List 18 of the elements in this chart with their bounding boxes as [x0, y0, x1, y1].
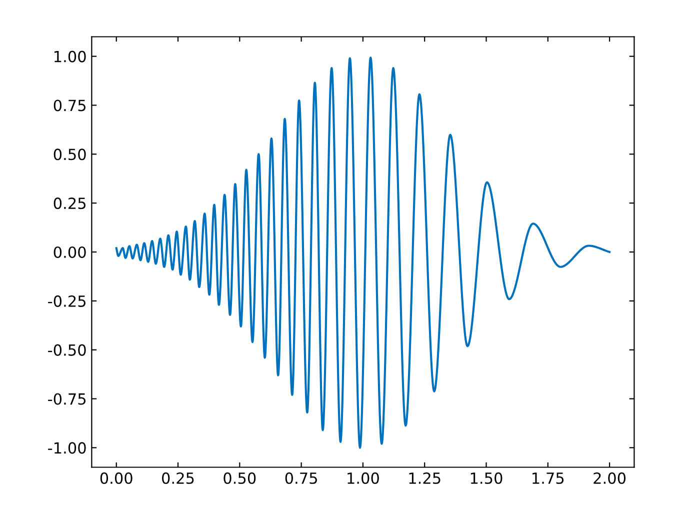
- x-tick-label: 0.75: [285, 472, 317, 484]
- y-tick-label: 1.00: [54, 50, 86, 62]
- y-tick-label: -0.75: [48, 393, 86, 405]
- x-tick-label: 2.00: [594, 472, 626, 484]
- y-tick-label: 0.75: [54, 100, 86, 112]
- y-tick-label: 0.00: [54, 246, 86, 258]
- x-tick-label: 1.00: [348, 472, 379, 484]
- y-tick-label: -1.00: [48, 442, 86, 454]
- x-tick-label: 1.25: [409, 472, 440, 484]
- x-tick-label: 0.00: [100, 472, 132, 484]
- x-tick-label: 1.75: [532, 472, 564, 484]
- y-tick-label: -0.50: [48, 344, 86, 356]
- y-tick-label: -0.25: [48, 295, 86, 307]
- x-tick-label: 0.50: [224, 472, 256, 484]
- x-tick-label: 0.25: [162, 472, 194, 484]
- x-tick-label: 1.50: [470, 472, 502, 484]
- y-tick-label: 0.25: [54, 198, 86, 210]
- y-tick-label: 0.50: [54, 148, 86, 160]
